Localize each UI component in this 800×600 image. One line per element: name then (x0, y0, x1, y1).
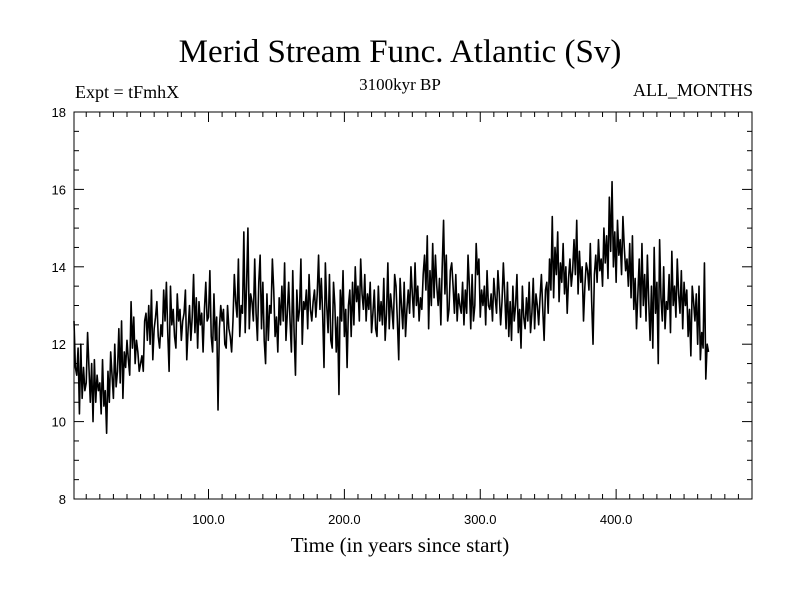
y-tick-label: 8 (59, 492, 66, 507)
experiment-label: Expt = tFmhX (75, 82, 180, 102)
y-tick-label: 18 (52, 105, 66, 120)
x-axis-label: Time (in years since start) (290, 533, 510, 557)
data-series-line (73, 180, 710, 435)
x-tick-label: 100.0 (192, 512, 225, 527)
y-tick-label: 16 (52, 182, 66, 197)
chart-title: Merid Stream Func. Atlantic (Sv) (178, 34, 622, 70)
x-tick-label: 400.0 (600, 512, 633, 527)
chart-subtitle: 3100kyr BP (359, 75, 441, 94)
y-tick-label: 10 (52, 415, 66, 430)
y-tick-label: 12 (52, 337, 66, 352)
x-tick-label: 200.0 (328, 512, 361, 527)
x-tick-label: 300.0 (464, 512, 497, 527)
axis-tick-labels: 100.0 200.0 300.0 400.0 8 10 12 14 16 18 (52, 105, 633, 527)
y-tick-label: 14 (52, 260, 66, 275)
months-label: ALL_MONTHS (633, 80, 753, 100)
